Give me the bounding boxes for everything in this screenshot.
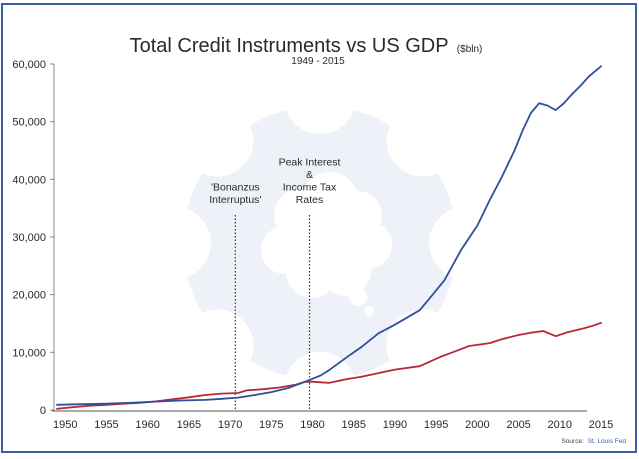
y-tick-label: 10,000	[12, 347, 46, 359]
x-tick-label: 2005	[506, 419, 530, 431]
watermark-notch	[181, 309, 254, 382]
x-tick-label: 1985	[341, 419, 365, 431]
total-credit-instruments-line	[56, 65, 602, 406]
watermark-notch	[139, 207, 211, 279]
x-tick-label: 1990	[383, 419, 407, 431]
x-tick-label: 1955	[94, 419, 118, 431]
annotation-text: Interruptus'	[209, 194, 261, 206]
source-label: Source:	[561, 438, 584, 445]
series-group	[56, 65, 602, 410]
annotation-text: Rates	[296, 194, 323, 206]
annotation-text: Peak Interest	[279, 157, 341, 169]
x-tick-label: 2010	[548, 419, 572, 431]
annotation-text: 'Bonanzus	[211, 182, 260, 194]
y-tick-label: 40,000	[12, 174, 46, 186]
y-tick-label: 60,000	[12, 59, 46, 71]
x-tick-label: 2000	[465, 419, 489, 431]
y-tick-label: 30,000	[12, 232, 46, 244]
x-tick-label: 1960	[135, 419, 159, 431]
x-tick-label: 2015	[589, 419, 613, 431]
x-tick-label: 1970	[218, 419, 242, 431]
chart-title-text: Total Credit Instruments vs US GDP	[130, 35, 449, 57]
annotation-text: Income Tax	[283, 182, 337, 194]
axes: 0 10,000 20,000 30,000 40,000 50,000 60,000 195…	[12, 59, 613, 431]
watermark-bubble	[364, 306, 374, 316]
y-tick-label: 0	[40, 405, 46, 417]
watermark-notch	[181, 104, 254, 177]
annotation-text: &	[306, 169, 313, 181]
y-tick-label: 20,000	[12, 290, 46, 302]
source-name: St. Louis Fed	[588, 438, 627, 445]
chart-title: Total Credit Instruments vs US GDP ($bln…	[130, 35, 483, 57]
watermark-bubble	[349, 288, 367, 306]
x-tick-label: 1965	[177, 419, 201, 431]
chart-title-unit: ($bln)	[457, 44, 483, 55]
watermark-notch	[284, 62, 356, 134]
chart-subtitle: 1949 - 2015	[291, 56, 345, 67]
watermark-notch	[386, 104, 459, 177]
watermark-cloud	[286, 206, 354, 274]
x-tick-label: 1950	[53, 419, 77, 431]
x-tick-label: 1975	[259, 419, 283, 431]
x-tick-label: 1995	[424, 419, 448, 431]
source-note: Source: St. Louis Fed	[561, 438, 626, 445]
y-tick-label: 50,000	[12, 117, 46, 129]
watermark-notch	[284, 352, 356, 424]
watermark-notch	[386, 309, 459, 382]
x-tick-label: 1980	[300, 419, 324, 431]
gear-watermark	[139, 62, 501, 424]
